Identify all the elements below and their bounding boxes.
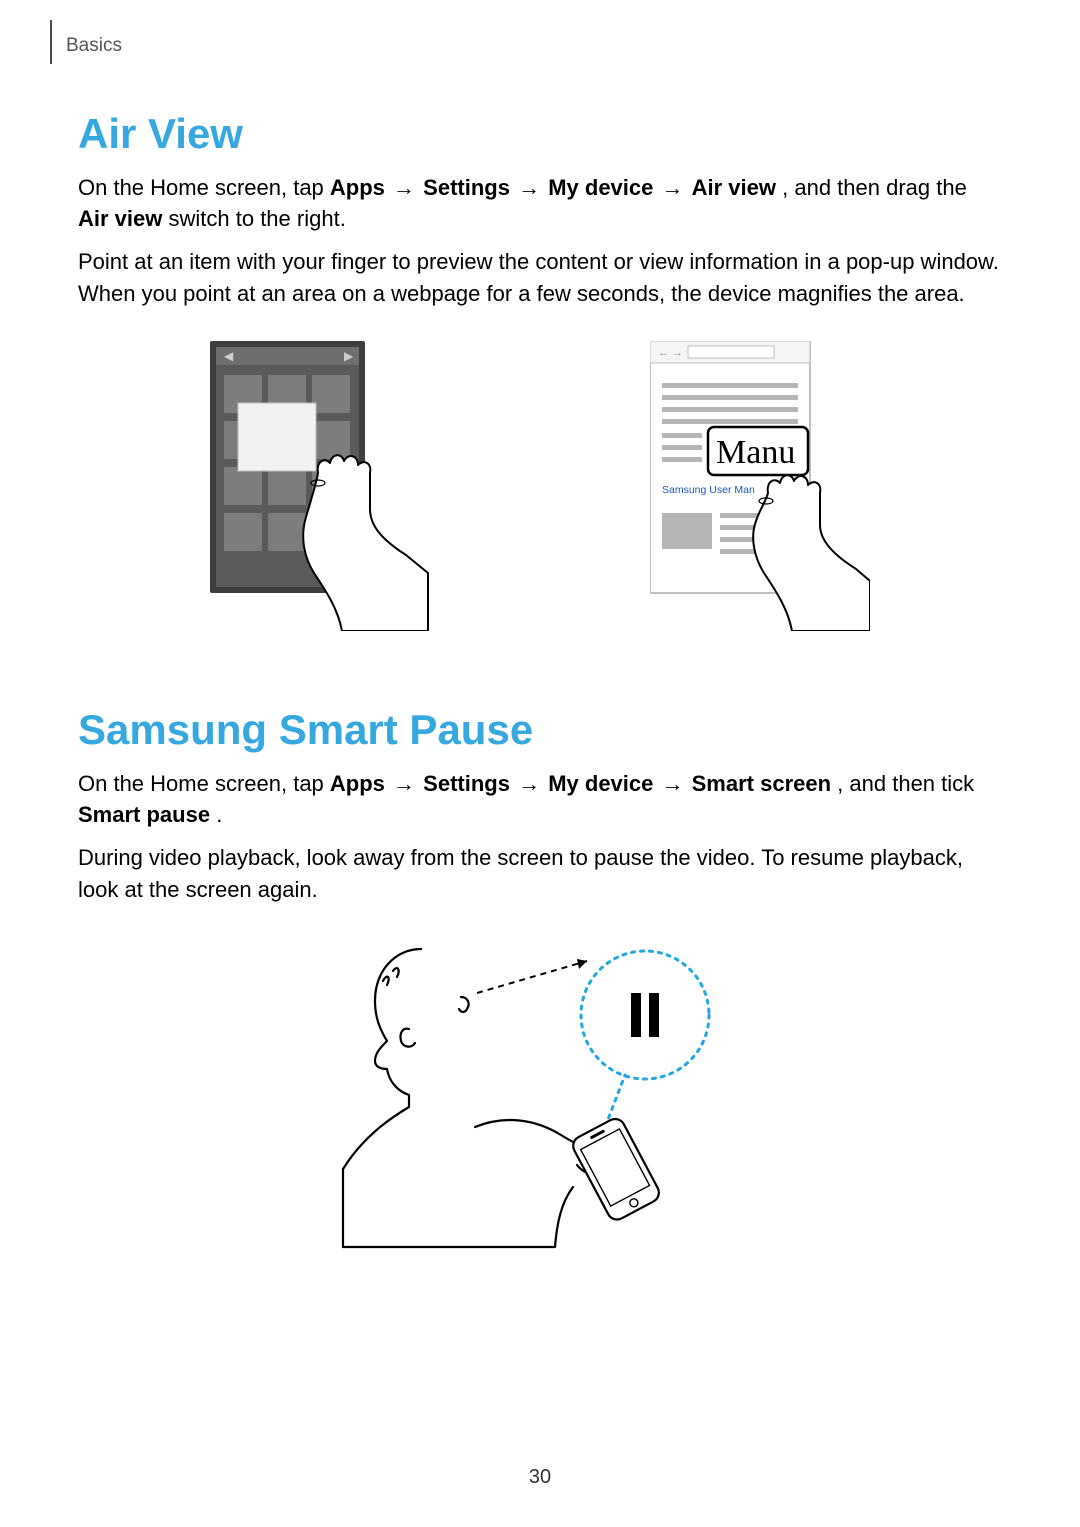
airview-p1-pre: On the Home screen, tap (78, 175, 330, 200)
svg-text:→: → (672, 347, 683, 359)
svg-text:◀: ◀ (224, 349, 234, 363)
nav-mydevice: My device (548, 771, 653, 796)
smartpause-p1-mid: , and then tick (837, 771, 974, 796)
smartpause-p1-post: . (216, 802, 222, 827)
airview-p1-post: switch to the right. (169, 206, 346, 231)
nav-apps: Apps (330, 175, 385, 200)
magnify-text: Manu (716, 434, 795, 471)
header-rule (50, 20, 52, 64)
browser-link-text: Samsung User Man (662, 484, 755, 496)
nav-settings: Settings (423, 175, 510, 200)
smartpause-paragraph-2: During video playback, look away from th… (78, 842, 1002, 904)
smartpause-figure (78, 927, 1002, 1267)
nav-airview-switch: Air view (78, 206, 162, 231)
airview-figure-grid: ◀ ▶ (210, 341, 430, 636)
nav-mydevice: My device (548, 175, 653, 200)
arrow-icon: → (660, 175, 686, 200)
smartpause-paragraph-1: On the Home screen, tap Apps → Settings … (78, 768, 1002, 830)
airview-p1-mid: , and then drag the (782, 175, 967, 200)
airview-figure-grid-svg: ◀ ▶ (210, 341, 430, 631)
airview-title: Air View (78, 110, 1002, 158)
arrow-icon: → (516, 175, 542, 200)
nav-smartpause: Smart pause (78, 802, 210, 827)
nav-smartscreen: Smart screen (692, 771, 831, 796)
smartpause-title: Samsung Smart Pause (78, 706, 1002, 754)
airview-paragraph-1: On the Home screen, tap Apps → Settings … (78, 172, 1002, 234)
nav-airview: Air view (692, 175, 776, 200)
svg-text:▶: ▶ (344, 349, 354, 363)
svg-text:←: ← (658, 347, 669, 359)
smartpause-figure-svg (325, 927, 755, 1267)
airview-figure-browser: ← → (650, 341, 870, 636)
airview-figure-row: ◀ ▶ (78, 341, 1002, 636)
airview-paragraph-2: Point at an item with your finger to pre… (78, 246, 1002, 308)
arrow-icon: → (391, 175, 417, 200)
airview-figure-browser-svg: ← → (650, 341, 870, 631)
header-section-label: Basics (66, 35, 122, 57)
smartpause-p1-pre: On the Home screen, tap (78, 771, 330, 796)
nav-apps: Apps (330, 771, 385, 796)
arrow-icon: → (660, 771, 686, 796)
nav-settings: Settings (423, 771, 510, 796)
arrow-icon: → (391, 771, 417, 796)
page-number: 30 (0, 1466, 1080, 1489)
arrow-icon: → (516, 771, 542, 796)
